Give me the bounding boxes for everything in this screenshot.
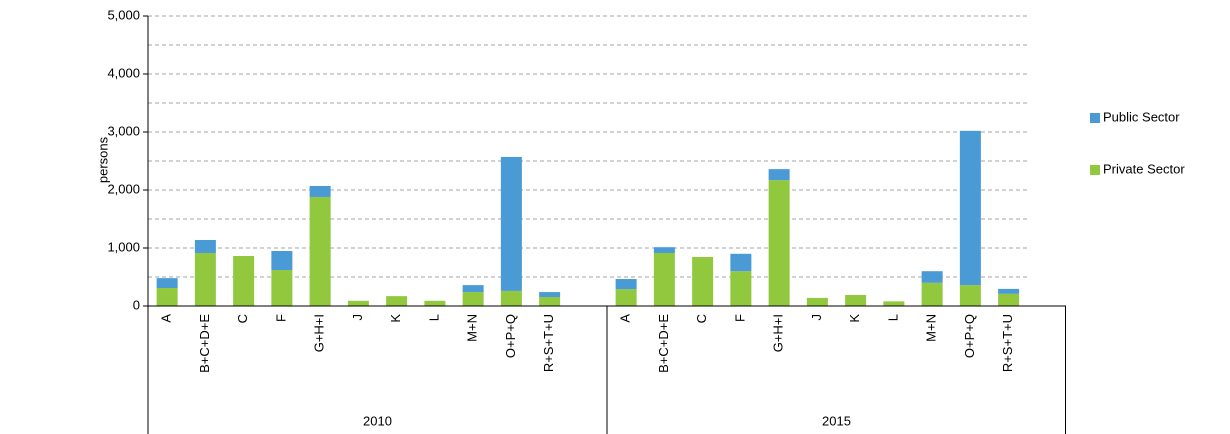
bar-segment <box>194 239 216 253</box>
bar-segment <box>768 180 790 306</box>
bar-segment <box>156 278 178 289</box>
bar-segment <box>309 185 331 197</box>
group-label: 2010 <box>363 413 392 428</box>
x-tick-label: L <box>426 314 441 321</box>
x-tick-label: B+C+D+E <box>656 314 671 373</box>
x-tick-label: R+S+T+U <box>541 314 556 372</box>
bar-segment <box>462 292 484 306</box>
bar-segment <box>883 301 905 306</box>
y-tick-label: 1,000 <box>107 239 140 254</box>
x-tick-label: L <box>885 314 900 321</box>
bar-segment <box>768 169 790 181</box>
x-tick-label: K <box>388 314 403 323</box>
x-tick-label: R+S+T+U <box>1000 314 1015 372</box>
bar-segment <box>386 296 408 306</box>
bar-segment <box>271 270 293 306</box>
x-tick-label: O+P+Q <box>503 314 518 358</box>
bar-segment <box>500 290 522 306</box>
bar-segment <box>347 300 369 306</box>
x-tick-label: A <box>159 314 174 323</box>
bar-segment <box>806 297 828 306</box>
bar-segment <box>998 293 1020 306</box>
x-tick-label: F <box>273 314 288 322</box>
x-tick-label: B+C+D+E <box>197 314 212 373</box>
group-label: 2015 <box>822 413 851 428</box>
y-tick-label: 2,000 <box>107 181 140 196</box>
x-tick-label: C <box>694 314 709 323</box>
bar-segment <box>653 247 675 253</box>
bar-segment <box>424 300 446 306</box>
bar-segment <box>539 297 561 306</box>
bar-segment <box>309 196 331 306</box>
bar-segment <box>921 282 943 306</box>
bar-segment <box>615 279 637 290</box>
bar-segment <box>959 130 981 286</box>
bar-segment <box>959 285 981 306</box>
bar-segment <box>730 271 752 306</box>
y-axis-title: persons <box>95 136 110 183</box>
y-tick-label: 4,000 <box>107 65 140 80</box>
x-tick-label: M+N <box>465 314 480 342</box>
y-tick-label: 5,000 <box>107 7 140 22</box>
x-tick-label: G+H+I <box>312 314 327 352</box>
bar-segment <box>845 294 867 306</box>
x-tick-label: M+N <box>924 314 939 342</box>
y-tick-label: 3,000 <box>107 123 140 138</box>
legend-label: Private Sector <box>1103 161 1185 176</box>
bar-segment <box>615 289 637 306</box>
x-tick-label: J <box>350 314 365 321</box>
bar-segment <box>194 252 216 306</box>
bar-segment <box>653 252 675 306</box>
bar-segment <box>462 285 484 293</box>
x-tick-label: G+H+I <box>771 314 786 352</box>
legend-swatch <box>1090 113 1100 123</box>
legend-swatch <box>1090 165 1100 175</box>
x-tick-label: F <box>732 314 747 322</box>
bar-segment <box>998 288 1020 294</box>
x-tick-label: K <box>847 314 862 323</box>
x-tick-label: J <box>809 314 824 321</box>
x-tick-label: A <box>618 314 633 323</box>
bar-segment <box>539 292 561 298</box>
bar-segment <box>156 288 178 306</box>
bar-segment <box>730 253 752 272</box>
x-tick-label: O+P+Q <box>962 314 977 358</box>
bar-segment <box>271 251 293 271</box>
bar-segment <box>921 271 943 283</box>
bar-segment <box>692 256 714 306</box>
legend-label: Public Sector <box>1103 109 1180 124</box>
y-tick-label: 0 <box>133 297 140 312</box>
bar-segment <box>233 256 255 306</box>
x-tick-label: C <box>235 314 250 323</box>
bar-segment <box>500 156 522 291</box>
